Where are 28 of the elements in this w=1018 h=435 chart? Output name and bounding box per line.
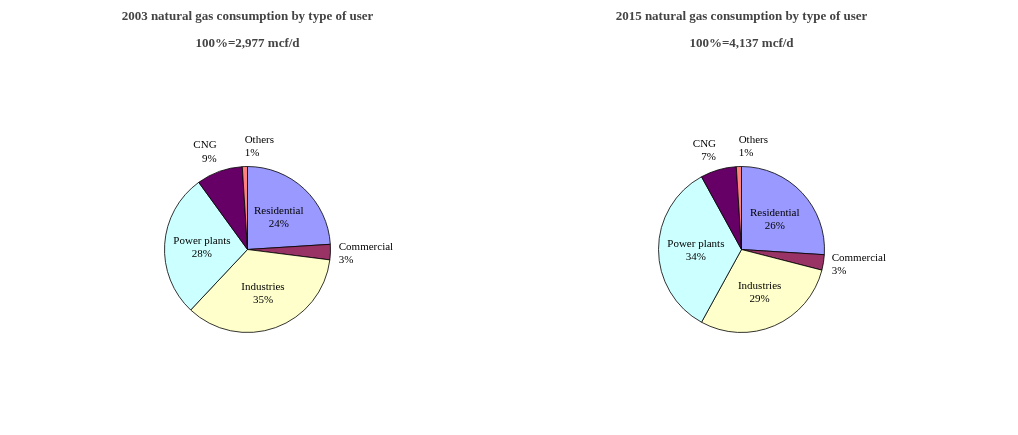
slice-label: Industries	[737, 278, 782, 291]
slice-label: Industries	[241, 279, 285, 292]
slice-label: Commercial	[831, 251, 887, 264]
data-label: 28%	[191, 247, 213, 260]
data-label: 34%	[685, 250, 706, 263]
slice-label: CNG	[193, 138, 217, 151]
slice-label: Commercial	[338, 239, 394, 252]
slice-label: CNG	[692, 136, 717, 149]
slice-label: Residential	[750, 205, 800, 218]
data-label: 1%	[738, 146, 754, 159]
data-label: 24%	[268, 216, 289, 229]
chart-title: 2015 natural gas consumption by type of user	[615, 7, 868, 23]
chart-title: 2003 natural gas consumption by type of user	[121, 7, 374, 23]
slice-label: Power plants	[173, 234, 231, 247]
data-label: 1%	[244, 146, 260, 159]
slice-label: Others	[738, 133, 768, 146]
data-label: 7%	[701, 149, 717, 162]
data-label: 29%	[749, 292, 770, 304]
data-label: 35%	[252, 293, 274, 306]
data-label: 26%	[764, 218, 785, 231]
data-label: 3%	[831, 264, 847, 277]
data-label: 9%	[201, 151, 217, 164]
slice-label: Residential	[254, 203, 304, 216]
chart-subtitle: 100%=4,137 mcf/d	[689, 34, 795, 50]
chart-subtitle: 100%=2,977 mcf/d	[195, 34, 301, 50]
data-label: 3%	[338, 252, 354, 265]
slice-label: Others	[244, 133, 274, 146]
slice-label: Power plants	[667, 236, 725, 249]
